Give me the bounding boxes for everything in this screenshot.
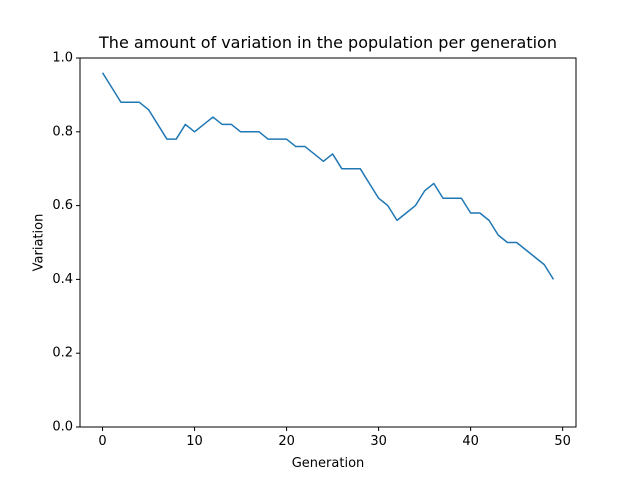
x-tick-label: 30 xyxy=(370,434,387,449)
y-tick-label: 0.0 xyxy=(52,420,73,435)
y-axis-ticks: 0.0 0.2 0.4 0.6 0.8 1.0 xyxy=(52,51,80,435)
x-tick-label: 0 xyxy=(98,434,106,449)
plot-frame xyxy=(79,57,577,428)
x-tick-label: 10 xyxy=(186,434,203,449)
x-axis-ticks: 0 10 20 30 40 50 xyxy=(98,427,571,449)
variation-series-line xyxy=(101,72,555,280)
y-tick-label: 0.4 xyxy=(52,272,73,287)
x-tick-label: 20 xyxy=(278,434,295,449)
x-tick-label: 50 xyxy=(554,434,571,449)
x-axis-title: Generation xyxy=(292,456,365,471)
y-tick-label: 0.2 xyxy=(52,346,73,361)
y-axis-title: Variation xyxy=(32,214,47,272)
y-tick-label: 0.8 xyxy=(52,124,73,139)
plot-layer xyxy=(101,72,555,280)
chart-title: The amount of variation in the populatio… xyxy=(98,33,557,52)
y-tick-label: 0.6 xyxy=(52,198,73,213)
y-tick-label: 1.0 xyxy=(52,51,73,66)
x-tick-label: 40 xyxy=(462,434,479,449)
